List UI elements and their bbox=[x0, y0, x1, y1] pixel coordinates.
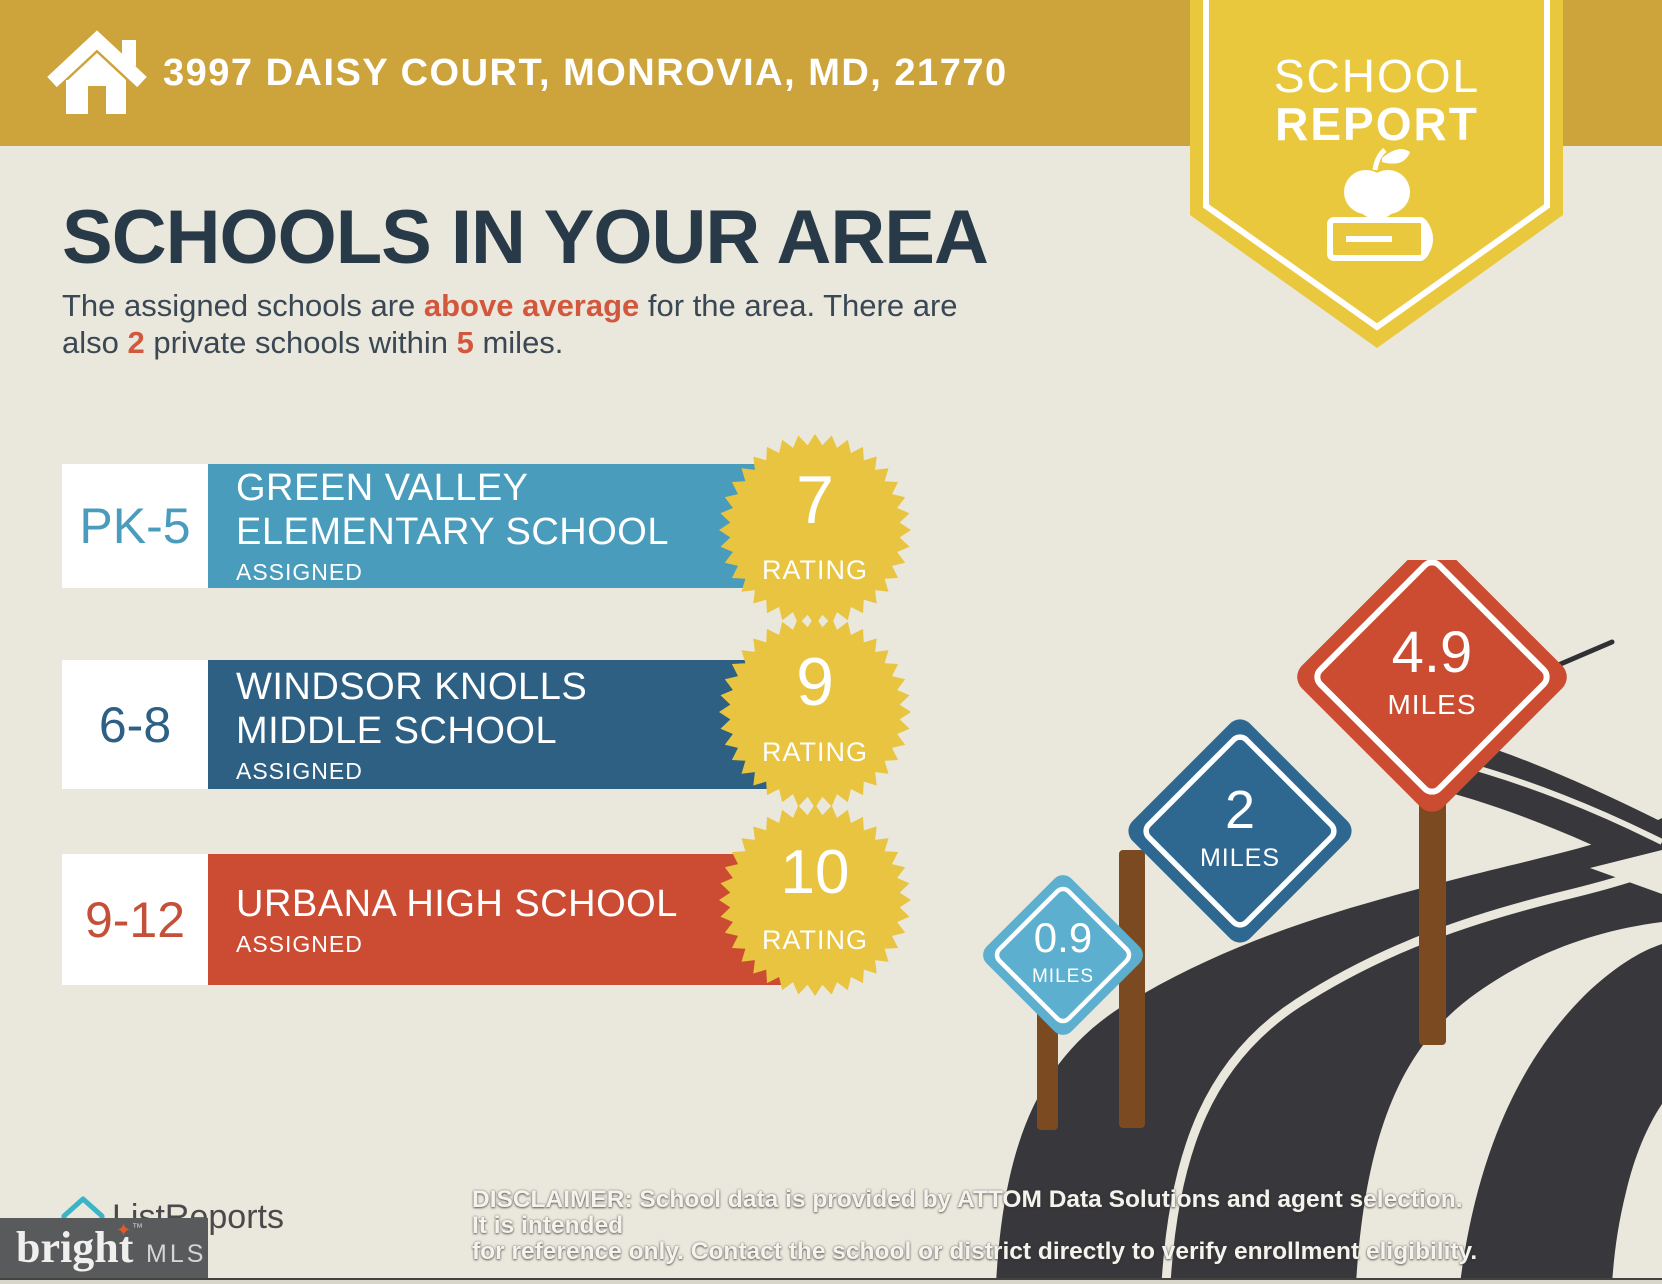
school-report-badge: SCHOOL REPORT bbox=[1190, 0, 1563, 348]
page-title: SCHOOLS IN YOUR AREA bbox=[62, 195, 989, 280]
bottom-edge-strip bbox=[0, 1280, 1662, 1284]
rating-badge-high: 10 RATING bbox=[719, 804, 911, 996]
rating-value: 9 bbox=[796, 644, 834, 720]
sign-post bbox=[1119, 850, 1145, 1128]
badge-line1: SCHOOL bbox=[1274, 50, 1480, 102]
school-name-line2: MIDDLE SCHOOL bbox=[236, 709, 558, 752]
distance-unit: MILES bbox=[1200, 844, 1280, 872]
distance-sign-2: 2 MILES bbox=[1128, 719, 1352, 943]
road-far-arm bbox=[1460, 944, 1662, 1284]
rating-label: RATING bbox=[762, 555, 868, 585]
distance-sign-4-9: 4.9 MILES bbox=[1297, 560, 1567, 812]
intro-highlight-count: 2 bbox=[127, 325, 145, 360]
disclaimer-label: DISCLAIMER: bbox=[472, 1186, 633, 1213]
mls-label: MLS bbox=[146, 1240, 207, 1268]
property-address: 3997 DAISY COURT, MONROVIA, MD, 21770 bbox=[163, 51, 1008, 94]
assigned-label: ASSIGNED bbox=[236, 757, 363, 784]
rating-label: RATING bbox=[762, 737, 868, 767]
distance-value: 4.9 bbox=[1392, 620, 1473, 685]
intro-text: The assigned schools are above average f… bbox=[62, 288, 958, 360]
school-bar-middle: WINDSOR KNOLLS MIDDLE SCHOOL ASSIGNED bbox=[208, 660, 781, 789]
distance-value: 0.9 bbox=[1034, 914, 1092, 961]
assigned-label: ASSIGNED bbox=[236, 930, 363, 957]
bright-mls-logo: bright ✦ ™ MLS bbox=[0, 1218, 208, 1278]
rating-value: 10 bbox=[781, 838, 850, 907]
rating-label: RATING bbox=[762, 925, 868, 955]
bottom-divider bbox=[0, 1278, 1662, 1280]
school-bar-high: URBANA HIGH SCHOOL ASSIGNED bbox=[208, 854, 781, 985]
road-illustration: 0.9 MILES 2 MILES 4.9 MILES bbox=[983, 560, 1662, 1284]
grade-range: 6-8 bbox=[62, 660, 208, 789]
rating-value: 7 bbox=[796, 462, 834, 538]
rating-badge-middle: 9 RATING bbox=[719, 616, 911, 808]
road-near-segment bbox=[996, 818, 1662, 1284]
grade-range: 9-12 bbox=[62, 854, 208, 985]
rating-badge-elementary: 7 RATING bbox=[719, 434, 911, 626]
school-bar-elementary: GREEN VALLEY ELEMENTARY SCHOOL ASSIGNED bbox=[208, 464, 781, 588]
assigned-label: ASSIGNED bbox=[236, 559, 363, 585]
apple-book-icon bbox=[1327, 148, 1433, 261]
school-name-line2: ELEMENTARY SCHOOL bbox=[236, 511, 669, 553]
road-center-line bbox=[1161, 861, 1662, 1284]
distance-unit: MILES bbox=[1387, 689, 1476, 720]
intro-highlight-above-average: above average bbox=[423, 288, 640, 323]
school-name-line1: WINDSOR KNOLLS bbox=[236, 665, 588, 708]
school-name-line1: GREEN VALLEY bbox=[236, 467, 529, 509]
bright-wordmark: bright bbox=[16, 1223, 134, 1272]
home-icon bbox=[47, 30, 147, 114]
grade-range: PK-5 bbox=[62, 464, 208, 588]
trademark-symbol: ™ bbox=[132, 1222, 143, 1234]
distance-value: 2 bbox=[1225, 780, 1255, 840]
disclaimer-text: DISCLAIMER: School data is provided by A… bbox=[472, 1186, 1478, 1265]
school-name-line1: URBANA HIGH SCHOOL bbox=[236, 882, 678, 925]
badge-line2: REPORT bbox=[1275, 98, 1479, 150]
bright-star-icon: ✦ bbox=[116, 1220, 132, 1240]
road-hairpin-notch bbox=[1590, 850, 1662, 894]
intro-highlight-miles: 5 bbox=[456, 325, 474, 360]
distance-unit: MILES bbox=[1032, 966, 1094, 987]
distance-sign-0-9: 0.9 MILES bbox=[983, 875, 1143, 1035]
